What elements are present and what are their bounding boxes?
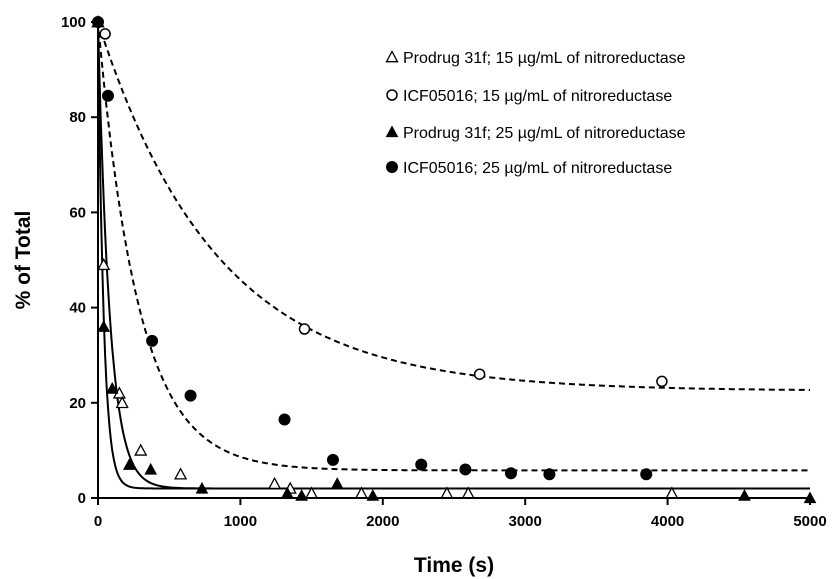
legend-symbol xyxy=(385,50,399,63)
y-tick-label: 0 xyxy=(78,490,86,507)
data-point xyxy=(97,257,111,271)
data-point xyxy=(174,467,188,480)
legend-marker-triangle-filled xyxy=(385,125,399,138)
y-tick-label: 40 xyxy=(69,300,86,317)
legend-item: Prodrug 31f; 15 µg/mL of nitroreductase xyxy=(385,50,686,67)
data-point xyxy=(146,334,159,347)
data-point xyxy=(122,458,136,470)
data-point xyxy=(640,468,653,481)
x-tick-label: 3000 xyxy=(509,513,542,530)
legend-item: Prodrug 31f; 25 µg/mL of nitroreductase xyxy=(385,125,686,142)
legend-marker-triangle-open xyxy=(385,50,399,63)
legend-label: ICF05016; 15 µg/mL of nitroreductase xyxy=(403,88,672,105)
data-point xyxy=(415,458,428,471)
legend-item: ICF05016; 25 µg/mL of nitroreductase xyxy=(386,160,672,177)
legend-label: Prodrug 31f; 15 µg/mL of nitroreductase xyxy=(403,50,686,67)
axes xyxy=(97,22,810,499)
ticks: 0 1000 2000 3000 4000 5000 0 20 40 60 80 100 xyxy=(61,14,827,530)
x-tick-label: 5000 xyxy=(793,513,826,530)
legend-symbol xyxy=(385,125,399,138)
data-point xyxy=(101,89,114,102)
x-tick-label: 4000 xyxy=(651,513,684,530)
legend-label: Prodrug 31f; 25 µg/mL of nitroreductase xyxy=(403,125,686,142)
data-point xyxy=(330,477,344,489)
data-point xyxy=(656,375,668,388)
data-point xyxy=(105,381,119,394)
data-point xyxy=(99,28,111,40)
legend: Prodrug 31f; 15 µg/mL of nitroreductase … xyxy=(385,50,686,177)
data-point xyxy=(459,463,472,476)
y-axis-title: % of Total xyxy=(12,211,35,310)
y-tick-label: 20 xyxy=(69,395,86,412)
fit-curve-series-4 xyxy=(97,21,810,472)
x-axis-title: Time (s) xyxy=(414,554,494,577)
data-point xyxy=(278,413,291,426)
data-point xyxy=(543,468,556,481)
y-tick-label: 100 xyxy=(61,14,86,31)
data-point xyxy=(504,467,517,480)
series-4-points xyxy=(92,16,653,481)
legend-symbol xyxy=(386,161,398,173)
legend-label: ICF05016; 25 µg/mL of nitroreductase xyxy=(403,160,672,177)
data-point xyxy=(184,389,197,402)
x-tick-label: 2000 xyxy=(366,513,399,530)
fit-curve-series-3 xyxy=(97,21,810,490)
data-point xyxy=(134,443,148,456)
data-point xyxy=(326,453,339,466)
data-point xyxy=(97,320,111,332)
x-tick-label: 0 xyxy=(94,513,102,530)
legend-item: ICF05016; 15 µg/mL of nitroreductase xyxy=(386,88,672,105)
data-point xyxy=(144,462,158,475)
fit-curve-series-2 xyxy=(97,21,810,391)
y-tick-label: 60 xyxy=(69,204,86,221)
legend-symbol xyxy=(386,89,398,101)
legend-marker-circle-filled xyxy=(386,161,398,173)
x-tick-label: 1000 xyxy=(224,513,257,530)
data-point xyxy=(473,368,486,380)
data-point xyxy=(115,395,129,409)
data-point xyxy=(298,323,311,335)
legend-marker-circle-open xyxy=(386,89,398,101)
series-2-points xyxy=(99,28,668,388)
data-point xyxy=(195,481,209,494)
y-tick-label: 80 xyxy=(69,109,86,126)
data-point xyxy=(267,476,282,490)
